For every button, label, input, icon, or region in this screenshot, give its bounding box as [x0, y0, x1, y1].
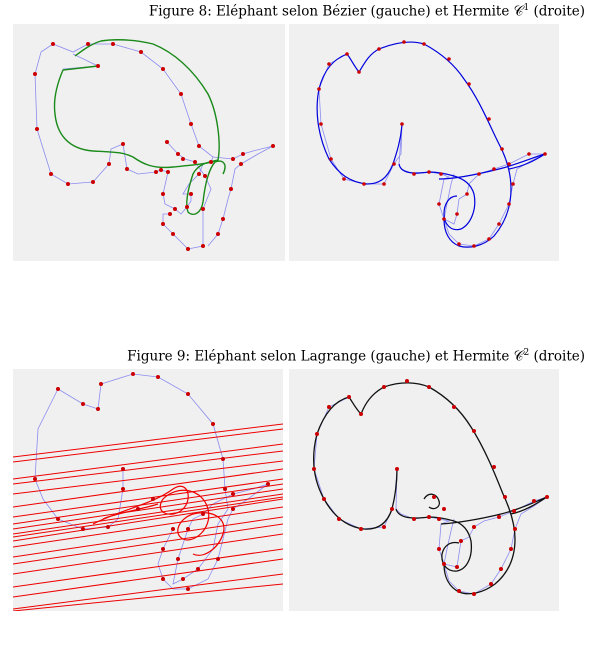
lagrange-oscillation-lines [13, 423, 283, 611]
hermite-c2-curve [313, 382, 548, 595]
figure-8-caption-text: Figure 8: Eléphant selon Bézier (gauche)… [148, 3, 524, 20]
figure-8-caption-superscript: 1 [523, 3, 530, 13]
control-polygon [313, 396, 548, 595]
hermite-c1-elephant-plot [289, 24, 559, 261]
figure-9-caption-tail: (droite) [529, 348, 586, 365]
bezier-curve [53, 39, 220, 169]
lagrange-elephant-svg [13, 372, 283, 611]
control-points [312, 379, 549, 596]
control-polygon [34, 43, 214, 215]
hermite-c1-elephant-svg [316, 40, 547, 248]
figure-8-caption-tail: (droite) [529, 3, 586, 20]
control-polygon [318, 53, 546, 247]
control-polygon-trunk [162, 141, 212, 250]
bezier-curve-trunk [186, 159, 226, 215]
control-points [33, 42, 275, 251]
control-polygon [57, 373, 269, 590]
figure-9-caption-text: Figure 9: Eléphant selon Lagrange (gauch… [127, 348, 524, 365]
lagrange-curve [92, 485, 225, 556]
control-points [33, 372, 270, 591]
hermite-c2-elephant-plot [289, 369, 559, 611]
bezier-elephant-svg [33, 39, 275, 251]
figure-9-caption-superscript: 2 [523, 348, 530, 358]
hermite-c1-curve [316, 41, 546, 248]
control-points [317, 40, 547, 248]
bezier-elephant-plot [13, 24, 285, 261]
figure-9-caption: Figure 9: Eléphant selon Lagrange (gauch… [127, 348, 585, 365]
hermite-c2-elephant-svg [312, 379, 549, 596]
figure-8-caption: Figure 8: Eléphant selon Bézier (gauche)… [149, 3, 585, 20]
lagrange-elephant-plot [13, 369, 283, 611]
